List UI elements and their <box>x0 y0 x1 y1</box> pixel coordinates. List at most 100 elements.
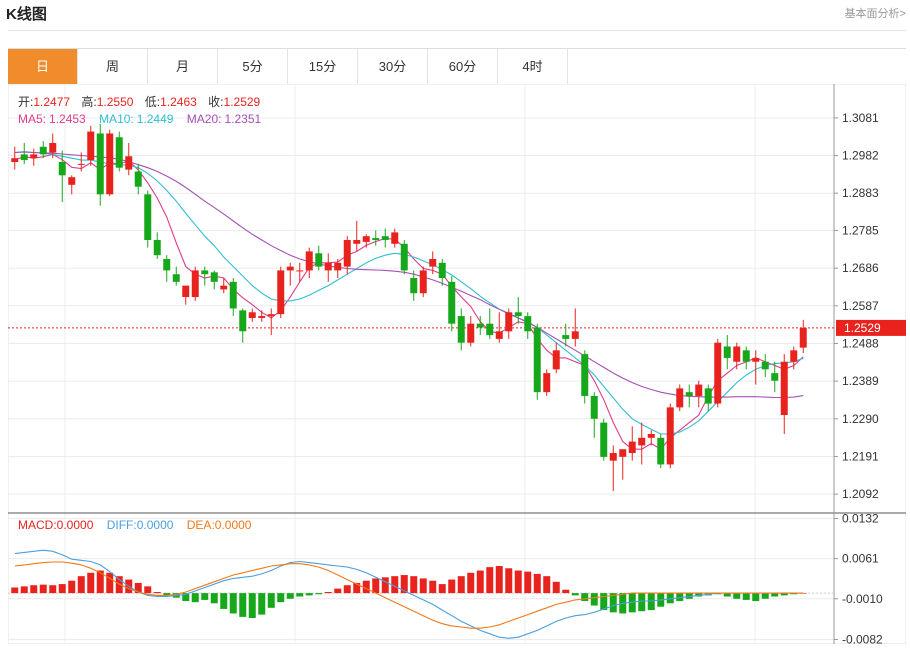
candle <box>761 354 769 377</box>
candle-body <box>362 236 370 242</box>
candle <box>619 449 627 480</box>
kline-chart-svg: 1.3081 1.2982 1.2883 1.2785 1.2686 1.2587 1.24… <box>7 83 907 646</box>
candle-body <box>220 285 228 290</box>
candle <box>685 384 693 408</box>
candle-body <box>11 158 19 162</box>
candle <box>153 232 161 260</box>
macd-bar <box>324 592 332 594</box>
macd-bar <box>609 593 617 613</box>
macd-bar <box>134 582 142 594</box>
candle <box>476 316 484 336</box>
diff-line <box>14 549 804 639</box>
macd-bar <box>780 593 788 596</box>
macd-bar <box>533 573 541 594</box>
candle <box>182 285 190 305</box>
price-tick-label: 1.2290 <box>842 412 879 426</box>
ma10-label: MA10: <box>99 112 134 126</box>
candle-body <box>419 270 427 294</box>
macd-bar <box>714 593 722 595</box>
tab-5min[interactable]: 5分 <box>218 49 288 85</box>
macd-bar <box>30 585 38 594</box>
candle-body <box>381 236 389 240</box>
candle <box>125 142 133 176</box>
tab-15min[interactable]: 15分 <box>288 49 358 85</box>
macd-tick-label: 0.0061 <box>842 552 879 566</box>
macd-bar <box>571 593 579 596</box>
open-value: 1.2477 <box>33 95 70 109</box>
kline-chart[interactable]: 1.3081 1.2982 1.2883 1.2785 1.2686 1.2587 1.24… <box>7 83 907 646</box>
macd-bar <box>334 588 342 594</box>
tab-4hour[interactable]: 4时 <box>498 49 568 85</box>
candle <box>372 230 380 246</box>
price-tick-label: 1.2092 <box>842 487 879 501</box>
price-tick-label: 1.2686 <box>842 261 879 275</box>
macd-bar <box>201 593 209 600</box>
candle-body <box>505 312 513 332</box>
macd-bar <box>562 589 570 594</box>
candle <box>638 422 646 465</box>
candle-body <box>210 272 218 282</box>
macd-bar <box>182 593 190 602</box>
tab-month[interactable]: 月 <box>148 49 218 85</box>
tab-60min[interactable]: 60分 <box>428 49 498 85</box>
svg-text:MA5:1.2453 MA10:1.2449: MA5: 1.2453 MA10: 1.2449 MA20: 1.2351 <box>18 112 262 126</box>
candle <box>543 369 551 396</box>
macd-bar <box>742 593 750 600</box>
candle <box>609 445 617 492</box>
macd-bar <box>163 593 171 596</box>
diff-label: DIFF: <box>107 518 137 532</box>
candle-body <box>524 316 532 332</box>
macd-bar <box>87 572 95 594</box>
tab-week[interactable]: 周 <box>78 49 148 85</box>
candle <box>524 312 532 339</box>
candle-body <box>49 142 57 153</box>
macd-bar <box>372 578 380 594</box>
candle-body <box>562 335 570 339</box>
candle-body <box>695 384 703 396</box>
close-label: 收: <box>208 95 223 109</box>
candle-body <box>20 154 28 161</box>
candle-body <box>96 133 104 195</box>
macd-bar <box>486 567 494 594</box>
candle-body <box>476 323 484 328</box>
tab-30min[interactable]: 30分 <box>358 49 428 85</box>
ma10-value: 1.2449 <box>137 112 174 126</box>
open-label: 开: <box>18 95 33 109</box>
macd-bar <box>39 584 47 594</box>
candle-body <box>87 131 95 161</box>
macd-bar <box>752 593 760 602</box>
candle <box>438 259 446 286</box>
candle <box>201 266 209 286</box>
candle-body <box>457 316 465 343</box>
candle <box>381 228 389 248</box>
candle <box>172 266 180 286</box>
candle <box>30 148 38 166</box>
macd-bar <box>457 576 465 594</box>
macd-bar <box>20 586 28 594</box>
fundamental-analysis-link[interactable]: 基本面分析> <box>844 8 906 20</box>
candle-body <box>761 361 769 370</box>
macd-bar <box>790 593 798 595</box>
candle <box>666 403 674 469</box>
candle-body <box>752 357 760 362</box>
candle <box>106 129 114 197</box>
period-tabs: 日 周 月 5分 15分 30分 60分 4时 <box>8 48 906 86</box>
candle-body <box>467 323 475 343</box>
header-bar: K线图 基本面分析> <box>0 0 910 28</box>
candle <box>267 308 275 336</box>
price-tick-label: 1.2389 <box>842 374 879 388</box>
price-tick-label: 1.2191 <box>842 449 879 463</box>
candle-body <box>486 323 494 336</box>
macd-bar <box>647 593 655 611</box>
macd-bar <box>362 580 370 594</box>
candle <box>552 342 560 374</box>
price-tick-label: 1.2982 <box>842 149 879 163</box>
tab-day[interactable]: 日 <box>8 49 78 85</box>
candle-body <box>676 388 684 408</box>
candle <box>695 380 703 408</box>
macd-bar <box>286 593 294 599</box>
candle-body <box>638 437 646 446</box>
candle-body <box>657 437 665 465</box>
candle <box>780 354 788 435</box>
candle <box>581 350 589 404</box>
